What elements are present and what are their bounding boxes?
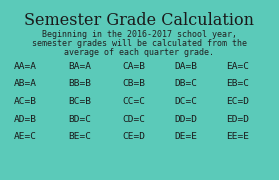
Text: DB=C: DB=C [174, 80, 197, 89]
Text: DE=E: DE=E [174, 132, 197, 141]
Text: BC=B: BC=B [68, 97, 91, 106]
Text: EA=C: EA=C [226, 62, 249, 71]
Text: DA=B: DA=B [174, 62, 197, 71]
Text: EE=E: EE=E [226, 132, 249, 141]
Text: semester grades will be calculated from the: semester grades will be calculated from … [32, 39, 247, 48]
Text: average of each quarter grade.: average of each quarter grade. [64, 48, 215, 57]
Text: AD=B: AD=B [14, 114, 37, 123]
Text: AC=B: AC=B [14, 97, 37, 106]
Text: Beginning in the 2016-2017 school year,: Beginning in the 2016-2017 school year, [42, 30, 237, 39]
Text: BA=A: BA=A [68, 62, 91, 71]
Text: AE=C: AE=C [14, 132, 37, 141]
Text: AB=A: AB=A [14, 80, 37, 89]
Text: CA=B: CA=B [122, 62, 145, 71]
Text: CC=C: CC=C [122, 97, 145, 106]
Text: Semester Grade Calculation: Semester Grade Calculation [25, 12, 254, 29]
Text: EB=C: EB=C [226, 80, 249, 89]
Text: ED=D: ED=D [226, 114, 249, 123]
Text: CE=D: CE=D [122, 132, 145, 141]
Text: DC=C: DC=C [174, 97, 197, 106]
Text: BB=B: BB=B [68, 80, 91, 89]
Text: AA=A: AA=A [14, 62, 37, 71]
Text: BD=C: BD=C [68, 114, 91, 123]
Text: CD=C: CD=C [122, 114, 145, 123]
Text: BE=C: BE=C [68, 132, 91, 141]
Text: DD=D: DD=D [174, 114, 197, 123]
Text: EC=D: EC=D [226, 97, 249, 106]
Text: CB=B: CB=B [122, 80, 145, 89]
